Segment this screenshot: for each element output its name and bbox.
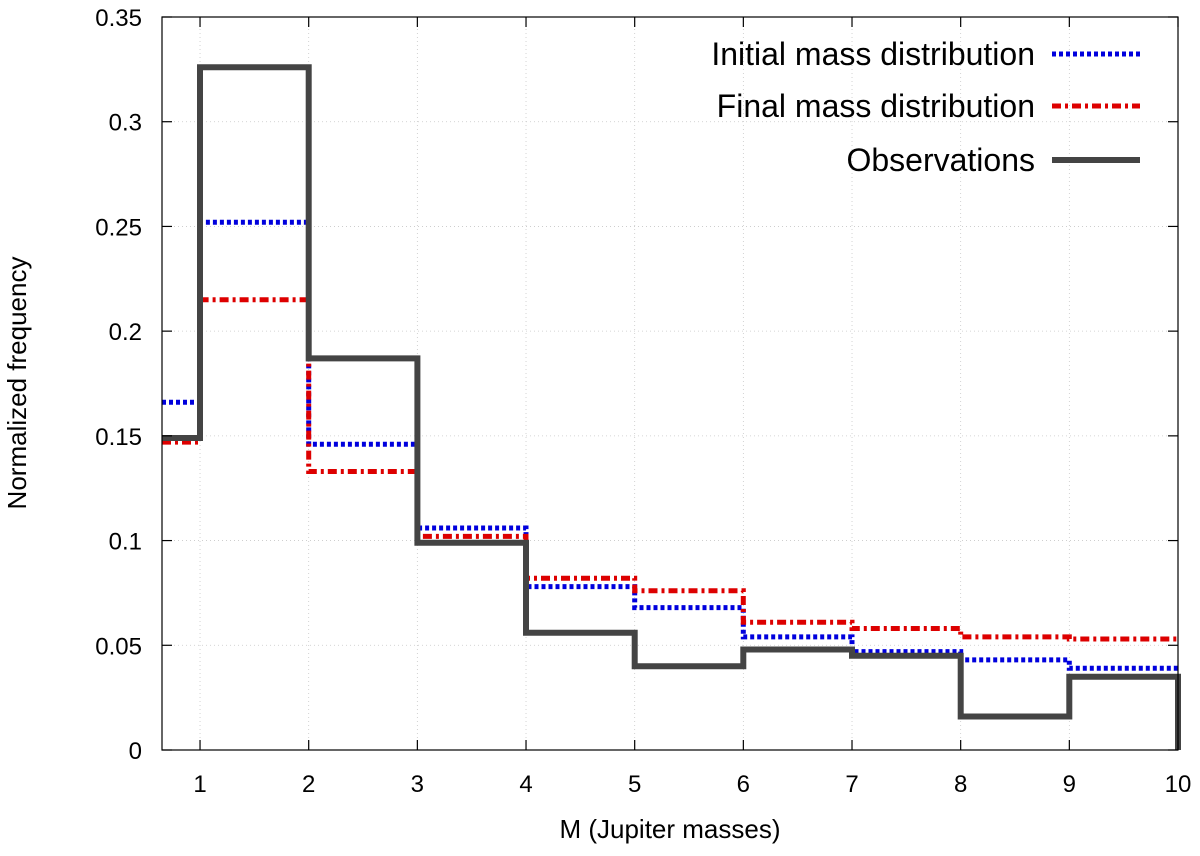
x-tick-label: 3 — [411, 771, 424, 798]
y-tick-label: 0.1 — [109, 529, 142, 556]
x-tick-label: 2 — [302, 771, 315, 798]
x-tick-label: 1 — [193, 771, 206, 798]
axis-ticks: 1 2 3 4 5 6 7 8 9 10 0 0.05 0.1 0.15 0.2 0.25 0.3 0.35 — [95, 5, 1191, 798]
y-tick-label: 0.25 — [95, 214, 142, 241]
plot-frame — [161, 16, 1179, 751]
y-tick-label: 0.15 — [95, 424, 142, 451]
series-line-1 — [162, 219, 1178, 671]
x-tick-label: 4 — [519, 771, 532, 798]
y-tick-label: 0 — [129, 738, 142, 765]
x-tick-label: 10 — [1165, 771, 1192, 798]
legend-label: Observations — [846, 142, 1035, 178]
y-axis-label: Normalized frequency — [2, 257, 32, 510]
y-tick-label: 0.35 — [95, 5, 142, 32]
legend-label: Final mass distribution — [717, 88, 1035, 124]
x-tick-label: 5 — [628, 771, 641, 798]
x-tick-label: 7 — [845, 771, 858, 798]
legend-label: Initial mass distribution — [711, 36, 1035, 72]
x-tick-label: 8 — [954, 771, 967, 798]
series-line-3 — [162, 64, 1181, 750]
x-axis-label: M (Jupiter masses) — [559, 814, 780, 844]
x-tick-label: 6 — [737, 771, 750, 798]
y-tick-label: 0.05 — [95, 633, 142, 660]
grid-lines — [162, 16, 1179, 751]
series-line-2 — [162, 297, 1178, 642]
y-tick-label: 0.2 — [109, 319, 142, 346]
legend: Initial mass distribution Final mass dist… — [711, 36, 1140, 178]
series-lines — [162, 64, 1181, 750]
y-tick-label: 0.3 — [109, 110, 142, 137]
x-tick-label: 9 — [1063, 771, 1076, 798]
